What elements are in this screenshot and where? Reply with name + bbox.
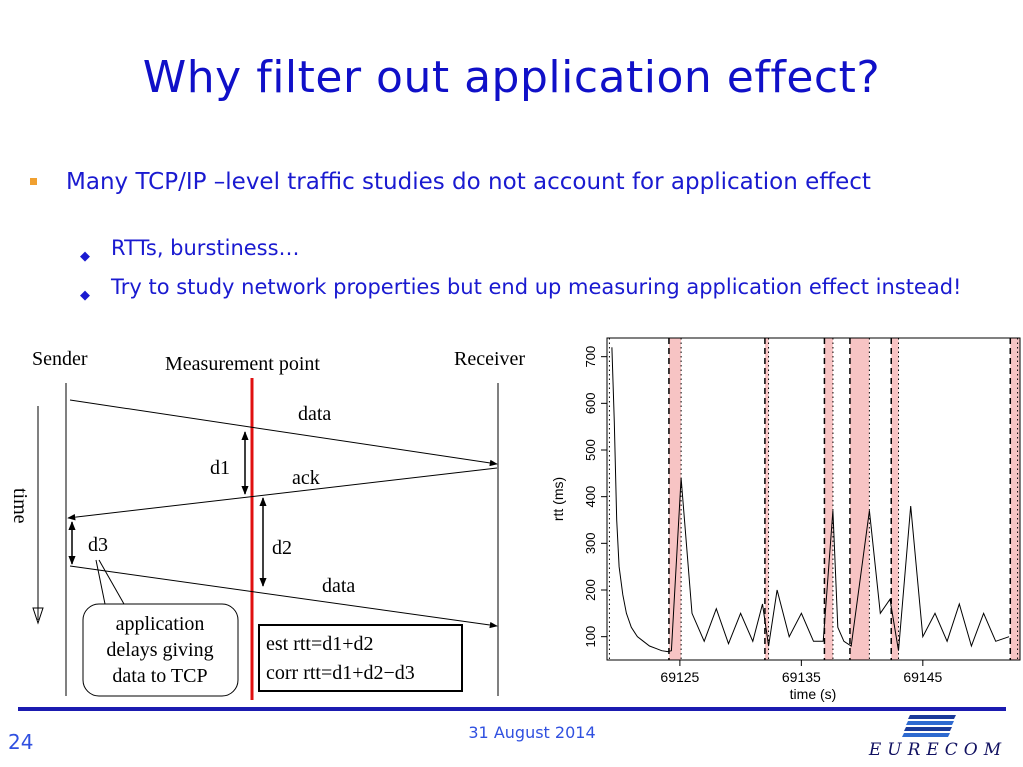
measurement-point-label: Measurement point [165, 353, 320, 375]
x-axis-label: time (s) [790, 686, 837, 702]
data-arrow-2 [69, 565, 498, 629]
shaded-interval-0 [668, 338, 682, 660]
x-tick-label-1: 69135 [782, 669, 821, 685]
diamond-bullet-icon: ◆ [80, 249, 90, 264]
formula-est-rtt: est rtt=d1+d2 [266, 633, 374, 655]
plot-frame [606, 337, 1021, 661]
formula-corr-rtt: corr rtt=d1+d2−d3 [266, 662, 415, 684]
data-arrow-1 [69, 399, 498, 467]
d3-label: d3 [88, 534, 108, 556]
subbullet-1-text: RTTs, burstiness… [111, 236, 300, 260]
time-label: time [9, 488, 31, 524]
time-arrow-icon [32, 607, 44, 625]
x-tick-label-0: 69125 [660, 669, 699, 685]
bullet-square-icon [30, 178, 37, 185]
callout-line-1: application [116, 613, 205, 635]
y-axis-label: rtt (ms) [550, 477, 566, 521]
y-tick-label-4: 500 [583, 439, 598, 461]
footer-divider [18, 707, 1006, 711]
y-tick-label-6: 700 [583, 346, 598, 368]
y-tick-label-3: 400 [583, 486, 598, 508]
data-label-1: data [298, 403, 331, 425]
data-label-2: data [322, 575, 355, 597]
plot-shading [668, 338, 1020, 660]
callout-pointer-1 [95, 559, 106, 605]
sender-label: Sender [32, 348, 88, 370]
callout-pointer-2 [98, 559, 125, 605]
callout-box [82, 603, 239, 697]
x-axis-ticks: 69125 69135 69145 [660, 660, 942, 685]
y-tick-label-5: 600 [583, 392, 598, 414]
diamond-bullet-icon: ◆ [80, 288, 90, 303]
shaded-interval-5 [1010, 338, 1020, 660]
callout-line-2: delays giving [106, 639, 213, 661]
y-tick-label-1: 200 [583, 579, 598, 601]
page-number: 24 [8, 730, 34, 754]
shaded-interval-3 [849, 338, 870, 660]
rtt-time-plot: 69125 69135 69145 100 200 300 400 500 600 700 ti… [550, 337, 1021, 702]
plot-vertical-lines [608, 338, 1019, 660]
subbullet-2-text: Try to study network properties but end … [111, 275, 962, 299]
d2-label: d2 [272, 537, 292, 559]
bullet-1-text: Many TCP/IP –level traffic studies do no… [66, 169, 871, 195]
ack-arrow [67, 467, 498, 521]
slide-date: 31 August 2014 [468, 723, 596, 742]
d1-label: d1 [210, 457, 230, 479]
ack-label: ack [292, 467, 320, 489]
eurecom-logo: EURECOM [868, 712, 1008, 767]
formula-box [258, 624, 463, 692]
y-tick-label-0: 100 [583, 626, 598, 648]
rtt-series-line [611, 347, 1010, 653]
slide-title: Why filter out application effect? [142, 52, 881, 103]
callout-line-3: data to TCP [112, 665, 207, 687]
logo-text: EURECOM [868, 740, 1008, 760]
y-axis-ticks: 100 200 300 400 500 600 700 [583, 346, 607, 648]
shaded-interval-2 [824, 338, 833, 660]
shaded-interval-4 [891, 338, 899, 660]
tcp-timing-diagram: Sender Measurement point Receiver time d… [9, 348, 525, 700]
receiver-label: Receiver [454, 348, 525, 370]
y-tick-label-2: 300 [583, 532, 598, 554]
x-tick-label-2: 69145 [903, 669, 942, 685]
shaded-interval-1 [764, 338, 769, 660]
logo-stripes-icon [902, 715, 956, 737]
